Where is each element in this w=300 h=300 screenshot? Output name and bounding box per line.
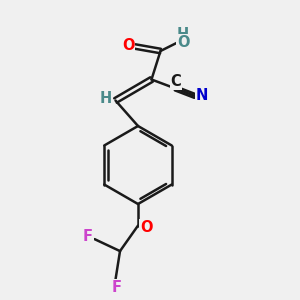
Text: N: N [195, 88, 208, 104]
Text: F: F [83, 229, 93, 244]
Text: C: C [171, 74, 182, 89]
Text: H: H [100, 91, 112, 106]
Text: O: O [122, 38, 135, 52]
Text: F: F [112, 280, 122, 295]
Text: O: O [177, 34, 189, 50]
Text: H: H [177, 27, 189, 42]
Text: O: O [140, 220, 153, 235]
